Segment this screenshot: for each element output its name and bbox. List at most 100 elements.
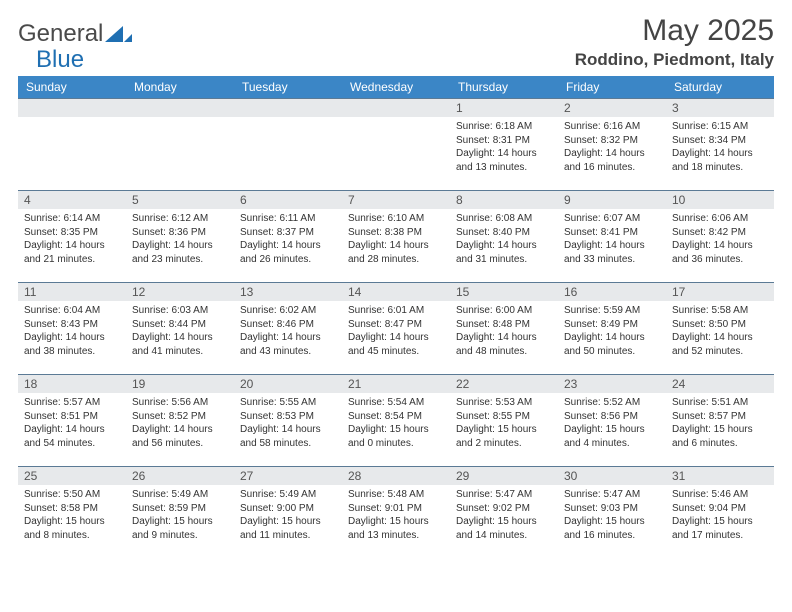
sunrise-line: Sunrise: 5:58 AM <box>672 304 768 318</box>
weekday-header: Monday <box>126 76 234 98</box>
day-number: 16 <box>558 282 666 301</box>
cell-body: Sunrise: 5:54 AMSunset: 8:54 PMDaylight:… <box>342 393 450 466</box>
day-number: 3 <box>666 98 774 117</box>
sunset-line: Sunset: 8:55 PM <box>456 410 552 424</box>
sunset-line: Sunset: 8:59 PM <box>132 502 228 516</box>
daylight-line: Daylight: 14 hours and 54 minutes. <box>24 423 120 450</box>
sunrise-line: Sunrise: 5:51 AM <box>672 396 768 410</box>
sunrise-line: Sunrise: 5:52 AM <box>564 396 660 410</box>
cell-body: Sunrise: 6:12 AMSunset: 8:36 PMDaylight:… <box>126 209 234 282</box>
weekday-header: Friday <box>558 76 666 98</box>
sunrise-line: Sunrise: 5:59 AM <box>564 304 660 318</box>
sunrise-line: Sunrise: 5:46 AM <box>672 488 768 502</box>
calendar-cell: 11Sunrise: 6:04 AMSunset: 8:43 PMDayligh… <box>18 282 126 374</box>
sunset-line: Sunset: 8:44 PM <box>132 318 228 332</box>
sunset-line: Sunset: 8:48 PM <box>456 318 552 332</box>
day-number: 18 <box>18 374 126 393</box>
daylight-line: Daylight: 14 hours and 41 minutes. <box>132 331 228 358</box>
cell-body: Sunrise: 5:47 AMSunset: 9:03 PMDaylight:… <box>558 485 666 558</box>
calendar-cell: 31Sunrise: 5:46 AMSunset: 9:04 PMDayligh… <box>666 466 774 558</box>
sunset-line: Sunset: 8:38 PM <box>348 226 444 240</box>
sunrise-line: Sunrise: 6:18 AM <box>456 120 552 134</box>
day-number: 29 <box>450 466 558 485</box>
daylight-line: Daylight: 15 hours and 0 minutes. <box>348 423 444 450</box>
sunset-line: Sunset: 9:04 PM <box>672 502 768 516</box>
calendar-week-row: 1Sunrise: 6:18 AMSunset: 8:31 PMDaylight… <box>18 98 774 190</box>
sunrise-line: Sunrise: 6:08 AM <box>456 212 552 226</box>
brand-general: General <box>18 20 103 47</box>
daylight-line: Daylight: 14 hours and 43 minutes. <box>240 331 336 358</box>
cell-body: Sunrise: 6:06 AMSunset: 8:42 PMDaylight:… <box>666 209 774 282</box>
cell-body: Sunrise: 6:15 AMSunset: 8:34 PMDaylight:… <box>666 117 774 190</box>
daylight-line: Daylight: 14 hours and 23 minutes. <box>132 239 228 266</box>
header: General Blue May 2025 Roddino, Piedmont,… <box>18 14 774 70</box>
day-number: 1 <box>450 98 558 117</box>
cell-body: Sunrise: 6:01 AMSunset: 8:47 PMDaylight:… <box>342 301 450 374</box>
sunset-line: Sunset: 8:36 PM <box>132 226 228 240</box>
daylight-line: Daylight: 15 hours and 11 minutes. <box>240 515 336 542</box>
sunset-line: Sunset: 8:51 PM <box>24 410 120 424</box>
day-number: 9 <box>558 190 666 209</box>
daylight-line: Daylight: 14 hours and 33 minutes. <box>564 239 660 266</box>
daylight-line: Daylight: 14 hours and 50 minutes. <box>564 331 660 358</box>
sunrise-line: Sunrise: 5:55 AM <box>240 396 336 410</box>
daylight-line: Daylight: 14 hours and 26 minutes. <box>240 239 336 266</box>
day-number: 23 <box>558 374 666 393</box>
cell-body: Sunrise: 6:14 AMSunset: 8:35 PMDaylight:… <box>18 209 126 282</box>
calendar-body: 1Sunrise: 6:18 AMSunset: 8:31 PMDaylight… <box>18 98 774 558</box>
sunset-line: Sunset: 8:50 PM <box>672 318 768 332</box>
calendar-cell: 4Sunrise: 6:14 AMSunset: 8:35 PMDaylight… <box>18 190 126 282</box>
sunset-line: Sunset: 8:35 PM <box>24 226 120 240</box>
sunrise-line: Sunrise: 5:50 AM <box>24 488 120 502</box>
daylight-line: Daylight: 15 hours and 14 minutes. <box>456 515 552 542</box>
sunset-line: Sunset: 8:43 PM <box>24 318 120 332</box>
title-block: May 2025 Roddino, Piedmont, Italy <box>575 14 774 70</box>
daylight-line: Daylight: 15 hours and 9 minutes. <box>132 515 228 542</box>
day-number: 10 <box>666 190 774 209</box>
daylight-line: Daylight: 14 hours and 16 minutes. <box>564 147 660 174</box>
sunset-line: Sunset: 9:02 PM <box>456 502 552 516</box>
calendar-cell <box>342 98 450 190</box>
calendar-cell: 7Sunrise: 6:10 AMSunset: 8:38 PMDaylight… <box>342 190 450 282</box>
sunset-line: Sunset: 8:41 PM <box>564 226 660 240</box>
day-number-bar <box>342 98 450 117</box>
daylight-line: Daylight: 14 hours and 31 minutes. <box>456 239 552 266</box>
sunrise-line: Sunrise: 6:01 AM <box>348 304 444 318</box>
calendar-cell: 17Sunrise: 5:58 AMSunset: 8:50 PMDayligh… <box>666 282 774 374</box>
cell-body: Sunrise: 6:02 AMSunset: 8:46 PMDaylight:… <box>234 301 342 374</box>
day-number: 30 <box>558 466 666 485</box>
calendar-cell: 3Sunrise: 6:15 AMSunset: 8:34 PMDaylight… <box>666 98 774 190</box>
sunrise-line: Sunrise: 5:54 AM <box>348 396 444 410</box>
daylight-line: Daylight: 15 hours and 4 minutes. <box>564 423 660 450</box>
calendar-week-row: 4Sunrise: 6:14 AMSunset: 8:35 PMDaylight… <box>18 190 774 282</box>
calendar-cell: 22Sunrise: 5:53 AMSunset: 8:55 PMDayligh… <box>450 374 558 466</box>
sunset-line: Sunset: 8:47 PM <box>348 318 444 332</box>
sunset-line: Sunset: 8:32 PM <box>564 134 660 148</box>
sunset-line: Sunset: 8:42 PM <box>672 226 768 240</box>
weekday-header: Saturday <box>666 76 774 98</box>
calendar-cell: 9Sunrise: 6:07 AMSunset: 8:41 PMDaylight… <box>558 190 666 282</box>
day-number: 21 <box>342 374 450 393</box>
cell-body: Sunrise: 5:59 AMSunset: 8:49 PMDaylight:… <box>558 301 666 374</box>
cell-body: Sunrise: 5:55 AMSunset: 8:53 PMDaylight:… <box>234 393 342 466</box>
calendar-cell: 12Sunrise: 6:03 AMSunset: 8:44 PMDayligh… <box>126 282 234 374</box>
sunrise-line: Sunrise: 6:04 AM <box>24 304 120 318</box>
daylight-line: Daylight: 14 hours and 38 minutes. <box>24 331 120 358</box>
daylight-line: Daylight: 14 hours and 21 minutes. <box>24 239 120 266</box>
sunrise-line: Sunrise: 6:00 AM <box>456 304 552 318</box>
sunset-line: Sunset: 8:40 PM <box>456 226 552 240</box>
sunrise-line: Sunrise: 6:10 AM <box>348 212 444 226</box>
sunrise-line: Sunrise: 6:15 AM <box>672 120 768 134</box>
daylight-line: Daylight: 14 hours and 18 minutes. <box>672 147 768 174</box>
calendar-cell: 25Sunrise: 5:50 AMSunset: 8:58 PMDayligh… <box>18 466 126 558</box>
cell-body <box>126 117 234 190</box>
sunrise-line: Sunrise: 5:56 AM <box>132 396 228 410</box>
cell-body: Sunrise: 5:48 AMSunset: 9:01 PMDaylight:… <box>342 485 450 558</box>
location-subtitle: Roddino, Piedmont, Italy <box>575 50 774 70</box>
sunset-line: Sunset: 8:52 PM <box>132 410 228 424</box>
cell-body: Sunrise: 6:04 AMSunset: 8:43 PMDaylight:… <box>18 301 126 374</box>
daylight-line: Daylight: 15 hours and 17 minutes. <box>672 515 768 542</box>
calendar-cell <box>18 98 126 190</box>
day-number: 6 <box>234 190 342 209</box>
daylight-line: Daylight: 14 hours and 58 minutes. <box>240 423 336 450</box>
